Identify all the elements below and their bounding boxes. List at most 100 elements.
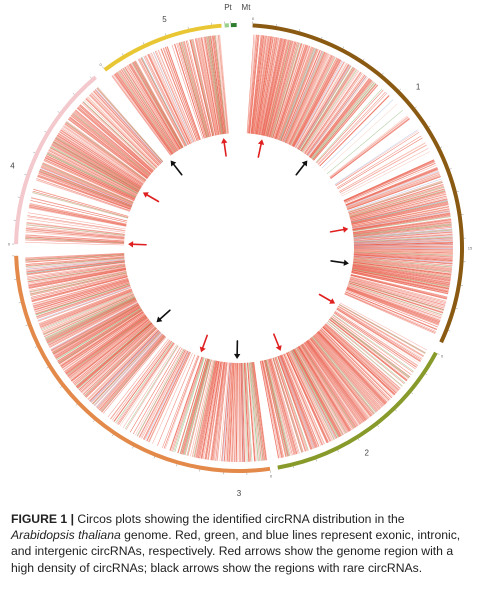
circrna-line [32, 277, 129, 305]
circrna-line [47, 151, 137, 197]
circrna-line [148, 352, 191, 443]
circrna-line [57, 133, 142, 187]
circrna-line [253, 35, 268, 135]
circrna-line [57, 309, 142, 363]
circrna-line [72, 320, 150, 383]
circrna-line [187, 359, 212, 456]
circrna-line [289, 56, 335, 146]
circrna-line [303, 70, 360, 153]
circrna-line [184, 359, 211, 456]
circrna-line [53, 304, 140, 355]
circrna-line [308, 77, 370, 157]
circrna-line [42, 163, 134, 204]
circrna-line [348, 283, 443, 315]
circrna-line [235, 362, 238, 462]
circrna-line [298, 345, 351, 431]
circrna-line [207, 361, 223, 460]
circrna-line [87, 329, 159, 400]
circrna-line [302, 343, 359, 426]
circrna-line [346, 288, 440, 325]
circrna-line [299, 66, 354, 151]
circrna-line [54, 138, 141, 190]
circrna-line [294, 348, 344, 436]
circrna-line [253, 35, 267, 134]
circrna-line [353, 237, 453, 243]
circrna-line [330, 316, 411, 377]
circrna-line [353, 234, 453, 242]
circrna-line [351, 268, 450, 288]
chromosome-label-1: 1 [416, 83, 421, 92]
circrna-line [275, 356, 309, 451]
high-density-arrow [257, 139, 265, 158]
circrna-line [67, 316, 147, 377]
circrna-line [322, 326, 396, 395]
circrna-line [52, 143, 139, 193]
circrna-line [37, 286, 131, 321]
circrna-line [27, 264, 126, 279]
circrna-line [279, 47, 315, 141]
circrna-line [241, 362, 244, 462]
circrna-line [36, 285, 131, 319]
circrna-line [73, 111, 151, 176]
circrna-line [312, 83, 377, 160]
circrna-line [95, 89, 163, 163]
circrna-line [78, 105, 154, 172]
circrna-line [47, 299, 137, 345]
circrna-line [323, 325, 398, 393]
circrna-line [164, 355, 200, 449]
circrna-line [345, 169, 439, 207]
circrna-line [35, 283, 130, 316]
circrna-line [181, 41, 209, 138]
tick-label-zero: 0 [441, 353, 444, 358]
circrna-line [210, 361, 225, 461]
circrna-line [352, 218, 452, 233]
circrna-line [268, 359, 295, 455]
circrna-line [208, 361, 223, 460]
circrna-line [266, 40, 291, 137]
high-density-arrow [128, 241, 147, 248]
circrna-line [80, 325, 155, 393]
circrna-line [331, 315, 412, 376]
circrna-line [310, 337, 373, 416]
circrna-line [351, 271, 449, 293]
circrna-line [274, 44, 307, 139]
circrna-line [85, 328, 157, 398]
circrna-line [298, 345, 352, 431]
circrna-line [135, 60, 184, 148]
circrna-line [256, 36, 273, 135]
circrna-line [275, 356, 308, 452]
circrna-line [184, 359, 211, 456]
circrna-line [326, 322, 403, 387]
circrna-line [266, 40, 291, 137]
circrna-line [353, 257, 453, 268]
circrna-line [346, 171, 440, 208]
circrna-line [94, 332, 162, 407]
circrna-line [261, 360, 282, 458]
circrna-line [180, 358, 209, 455]
chromosome-label-mt: Mt [242, 3, 252, 12]
circrna-line [250, 362, 262, 461]
circrna-line [69, 317, 148, 379]
circrna-line [59, 131, 143, 186]
circrna-line [353, 253, 453, 260]
circrna-line [343, 159, 435, 201]
circrna-line [26, 222, 125, 235]
tick-mark [142, 42, 145, 45]
circrna-line [334, 311, 418, 367]
circrna-line [344, 164, 437, 204]
circrna-line [215, 35, 227, 134]
circrna-line [334, 310, 419, 366]
circrna-line [50, 146, 138, 194]
circrna-line [233, 362, 237, 462]
circrna-line [309, 338, 371, 417]
circrna-line [177, 358, 207, 454]
circrna-line [52, 141, 140, 192]
circrna-line [197, 360, 218, 459]
circrna-line [174, 43, 205, 139]
tick-mark [132, 446, 134, 449]
circrna-line [177, 358, 207, 454]
circrna-line [305, 341, 364, 423]
circrna-line [279, 48, 316, 141]
circrna-line [324, 324, 399, 392]
circrna-line [341, 151, 431, 197]
